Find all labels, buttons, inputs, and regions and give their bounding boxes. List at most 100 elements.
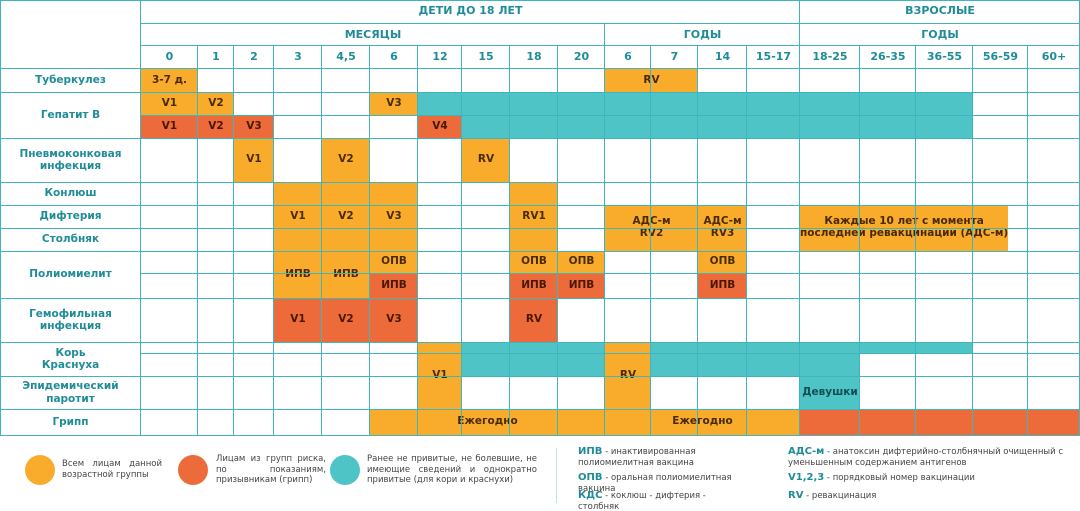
- abbreviation-key: V1,2,3: [788, 472, 825, 483]
- col-line: [1027, 46, 1028, 436]
- legend-unvaccinated-swatch: [330, 455, 360, 485]
- row-line: [141, 273, 1080, 274]
- abbreviation-text: - порядковый номер вакцинации: [826, 473, 975, 483]
- schedule-cell: ИПВ: [558, 273, 605, 298]
- row-line: [141, 342, 1080, 343]
- schedule-cell: [651, 342, 973, 353]
- schedule-cell: V2: [198, 92, 234, 115]
- column-header: 3: [294, 50, 302, 64]
- header-divider: [141, 45, 1080, 46]
- column-header: 12: [432, 50, 448, 64]
- schedule-cell: RV: [510, 298, 558, 342]
- row-line: [141, 182, 1080, 183]
- schedule-cell: V1: [234, 138, 274, 182]
- col-line: [557, 46, 558, 436]
- schedule-cell: Ежегодно: [605, 409, 800, 435]
- schedule-cell: ОПВ: [370, 251, 418, 273]
- schedule-cell: Девушки: [800, 376, 860, 409]
- schedule-cell: RV1: [510, 182, 558, 251]
- row-line: [0, 228, 141, 229]
- legend-risk-text: Лицам из групп риска, по показаниям, при…: [216, 454, 326, 486]
- column-header: 7: [670, 50, 679, 64]
- row-line: [0, 205, 141, 206]
- col-line: [321, 46, 322, 436]
- schedule-cell: V4: [418, 115, 462, 138]
- abbreviation-key: ОПВ: [578, 472, 603, 483]
- row-line: [0, 251, 141, 252]
- abbreviation-text: - анатоксин дифтерийно-столбнячный очище…: [788, 447, 1064, 468]
- column-header: 6: [624, 50, 632, 64]
- row-label: Грипп: [52, 415, 89, 428]
- grid-border-left: [0, 0, 1, 436]
- schedule-cell: ИПВ: [322, 251, 370, 298]
- legend-divider: [556, 448, 557, 503]
- row-line: [141, 298, 1080, 299]
- schedule-cell: V3: [370, 182, 418, 251]
- row-line: [141, 409, 1080, 410]
- row-label: Краснуха: [41, 359, 100, 372]
- row-label: Пневмоконковая инфекция: [19, 147, 122, 172]
- schedule-cell: V1: [141, 92, 198, 115]
- schedule-cell: V3: [370, 298, 418, 342]
- column-header: 0: [165, 50, 174, 64]
- schedule-cell: RV: [462, 138, 510, 182]
- abbreviation-entry: V1,2,3 - порядковый номер вакцинации: [788, 472, 1068, 484]
- schedule-cell: V1: [274, 298, 322, 342]
- schedule-cell: ИПВ: [274, 251, 322, 298]
- abbreviation-text: - оральная полиомиелитная вакцина: [578, 473, 732, 494]
- abbreviation-entry: КДС - коклюш - дифтерия - столбняк: [578, 490, 748, 511]
- row-label: Гепатит В: [40, 108, 101, 121]
- schedule-cell: ИПВ: [510, 273, 558, 298]
- schedule-cell: V2: [322, 138, 370, 182]
- row-line: [141, 205, 1080, 206]
- row-label: Полиомиелит: [29, 268, 112, 281]
- col-line: [197, 46, 198, 436]
- row-label: Столбняк: [41, 233, 100, 246]
- header-adults: ВЗРОСЛЫЕ: [905, 4, 975, 18]
- column-header: 36-55: [926, 50, 963, 64]
- row-label: Туберкулез: [35, 74, 106, 87]
- col-line: [650, 46, 651, 436]
- schedule-cell: ОПВ: [698, 251, 747, 273]
- schedule-cell: V3: [370, 92, 418, 115]
- abbreviation-entry: ИПВ - инактивированная полиомиелитная ва…: [578, 446, 748, 468]
- schedule-cell: ИПВ: [370, 273, 418, 298]
- row-line: [0, 138, 141, 139]
- abbreviation-entry: АДС-м - анатоксин дифтерийно-столбнячный…: [788, 446, 1068, 468]
- abbreviation-key: КДС: [578, 490, 603, 501]
- column-header: 1: [212, 50, 220, 64]
- schedule-cell: [418, 92, 462, 115]
- row-label: Дифтерия: [39, 210, 102, 223]
- header-divider: [0, 68, 1080, 69]
- row-label: Конлюш: [44, 187, 97, 200]
- row-label: Гемофильная инфекция: [29, 307, 112, 332]
- col-line: [509, 46, 510, 436]
- col-line: [369, 46, 370, 436]
- col-line: [417, 46, 418, 436]
- abbreviation-key: ИПВ: [578, 446, 603, 457]
- schedule-cell: [860, 342, 916, 353]
- grid-border-bottom: [0, 435, 1080, 436]
- schedule-cell: [651, 353, 800, 376]
- schedule-cell: V2: [198, 115, 234, 138]
- column-header: 14: [714, 50, 731, 64]
- schedule-cell: ИПВ: [698, 273, 747, 298]
- col-line: [697, 46, 698, 436]
- column-header: 56-59: [982, 50, 1019, 64]
- row-line: [141, 228, 1080, 229]
- column-header: 18-25: [812, 50, 848, 64]
- abbreviation-key: RV: [788, 490, 804, 501]
- row-line: [141, 115, 1080, 116]
- row-line: [0, 409, 141, 410]
- schedule-cell: [800, 409, 1080, 435]
- column-header: 4,5: [336, 50, 356, 64]
- header-years-adults: ГОДЫ: [921, 27, 959, 41]
- row-label: Корь: [55, 347, 86, 360]
- row-line: [0, 92, 141, 93]
- abbreviation-text: - коклюш - дифтерия - столбняк: [578, 491, 706, 511]
- children-adults-divider: [799, 0, 800, 436]
- schedule-cell: V2: [322, 182, 370, 251]
- column-header: 18: [526, 50, 542, 64]
- column-header: 20: [573, 50, 590, 64]
